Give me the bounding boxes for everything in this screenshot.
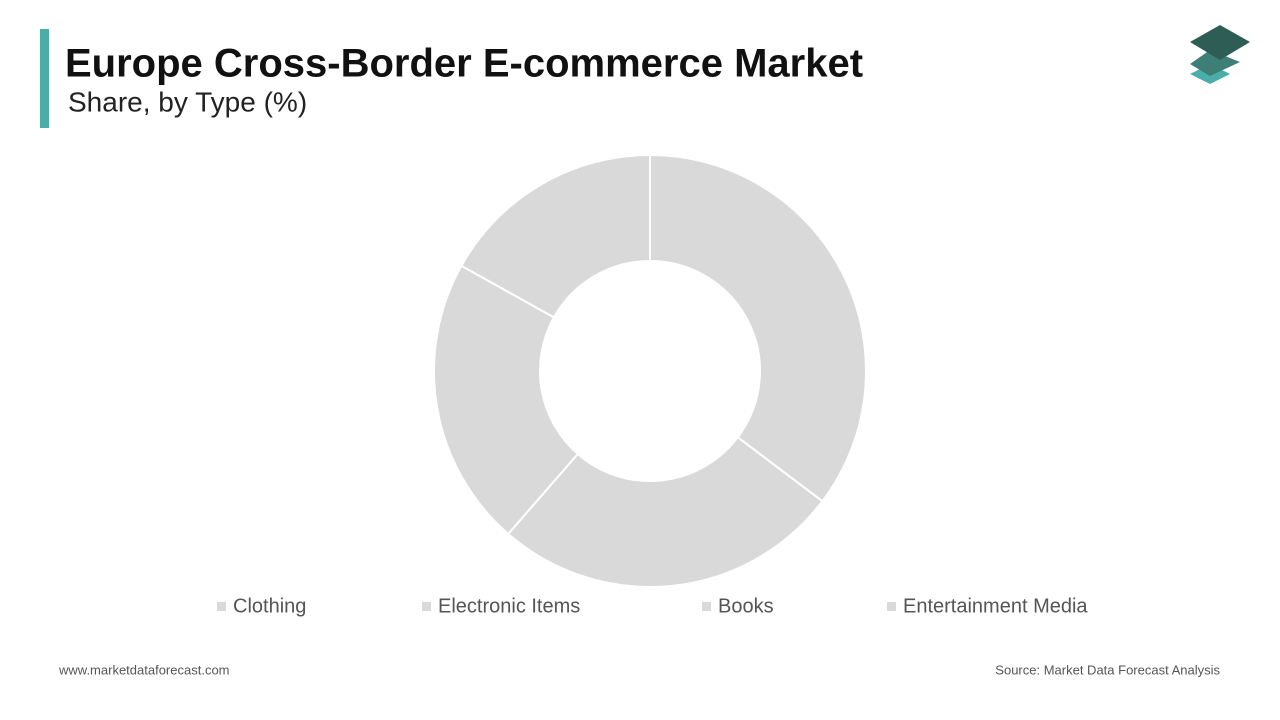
legend-marker	[217, 602, 226, 611]
legend-marker	[702, 602, 711, 611]
legend-label: Entertainment Media	[903, 595, 1088, 617]
logo	[1190, 25, 1250, 84]
donut-segment	[649, 153, 867, 503]
chart-subtitle: Share, by Type (%)	[68, 86, 307, 117]
donut-segment	[433, 264, 580, 536]
legend-marker	[887, 602, 896, 611]
donut-segment	[460, 153, 651, 319]
chart-title: Europe Cross-Border E-commerce Market	[65, 42, 863, 86]
legend-label: Electronic Items	[438, 595, 580, 617]
website: www.marketdataforecast.com	[58, 662, 230, 677]
legend-label: Clothing	[233, 595, 306, 617]
title-accent	[40, 29, 49, 128]
legend-marker	[422, 602, 431, 611]
donut-segment	[506, 435, 824, 588]
source: Source: Market Data Forecast Analysis	[995, 662, 1220, 677]
legend-label: Books	[718, 595, 774, 617]
